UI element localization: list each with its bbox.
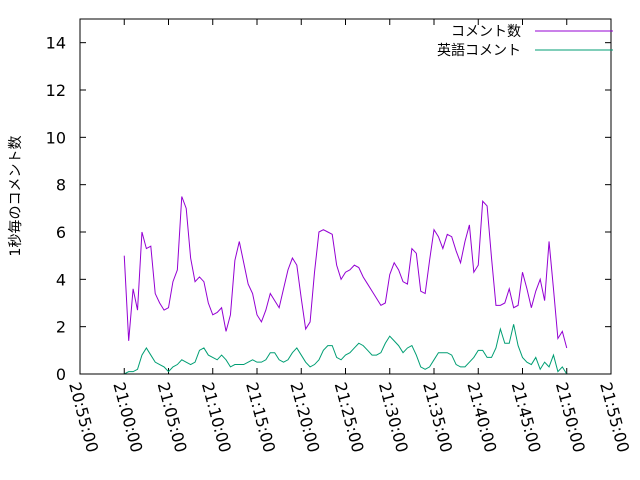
y-tick-label: 10 [46,128,66,147]
y-tick-label: 0 [56,365,66,384]
y-tick-label: 2 [56,318,66,337]
legend-label-series-2: 英語コメント [437,42,521,59]
y-tick-label: 12 [46,81,66,100]
series-layer [123,196,568,375]
legend: コメント数 英語コメント [437,24,613,59]
y-tick-label: 6 [56,223,66,242]
y-axis-ticks: 0 2 4 6 8 10 12 14 [46,34,611,384]
y-tick-label: 8 [56,176,66,195]
plot-frame [79,18,612,375]
legend-label-series-1: コメント数 [451,24,521,40]
series-line-2 [124,324,568,375]
y-tick-label: 14 [46,34,66,53]
y-tick-label: 4 [56,270,66,289]
y-axis-label: 1秒毎のコメント数 [8,136,24,257]
series-line-1 [123,196,568,349]
